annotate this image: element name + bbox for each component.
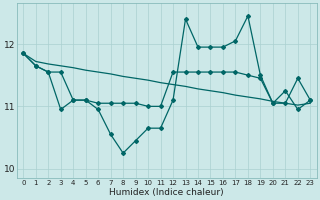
X-axis label: Humidex (Indice chaleur): Humidex (Indice chaleur) (109, 188, 224, 197)
